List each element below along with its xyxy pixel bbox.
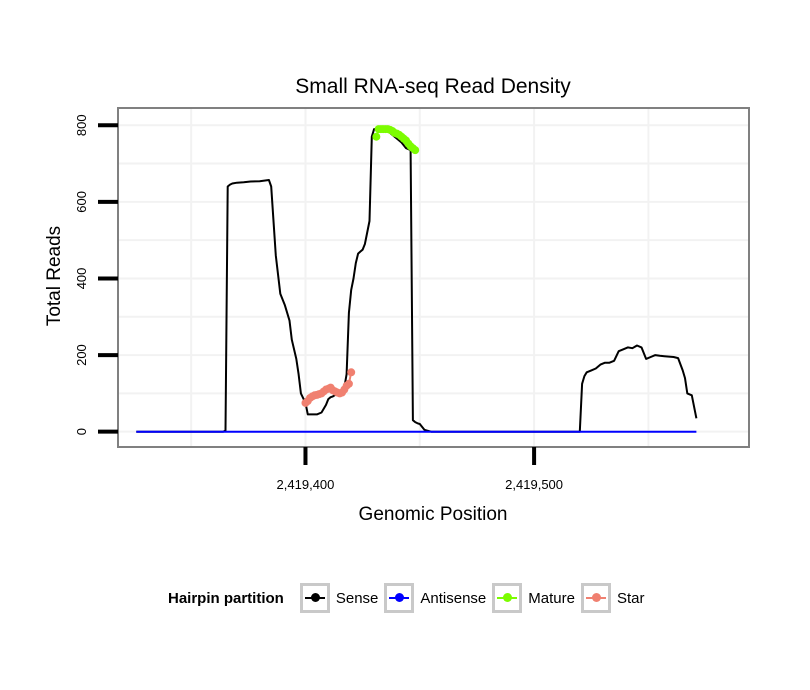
legend-item-mature: Mature	[492, 583, 575, 613]
x-axis-title: Genomic Position	[359, 504, 508, 525]
legend-label-antisense: Antisense	[420, 589, 487, 607]
legend-title: Hairpin partition	[168, 589, 284, 607]
y-tick-label: 600	[74, 191, 89, 213]
data-point-star	[344, 379, 353, 388]
y-tick-label: 200	[74, 344, 89, 366]
y-axis-title: Total Reads	[44, 226, 65, 326]
y-tick-label: 400	[74, 268, 89, 290]
legend-label-star: Star	[616, 589, 645, 607]
grid-lines	[118, 108, 749, 447]
legend-label-sense: Sense	[335, 589, 379, 607]
x-tick-label: 2,419,400	[277, 477, 335, 492]
legend-item-antisense: Antisense	[384, 583, 486, 613]
data-point-mature	[411, 146, 420, 155]
axes: 0 200 400 600 800 2,419,400 2,419,500	[74, 114, 563, 492]
y-tick-label: 800	[74, 114, 89, 136]
legend-key-sense	[299, 583, 330, 613]
legend: Hairpin partition Sense Antisense Mature…	[168, 580, 650, 616]
legend-label-mature: Mature	[528, 589, 575, 607]
y-tick-label: 0	[74, 428, 89, 435]
legend-key-star	[580, 583, 611, 613]
plot-series	[136, 125, 698, 433]
x-tick-label: 2,419,500	[505, 477, 563, 492]
legend-key-antisense	[384, 583, 415, 613]
legend-item-star: Star	[580, 583, 645, 613]
data-point-star	[347, 368, 356, 377]
legend-item-sense: Sense	[299, 583, 379, 613]
chart-title: Small RNA-seq Read Density	[295, 75, 571, 98]
series-line-sense	[136, 128, 698, 433]
data-point-mature	[372, 132, 381, 141]
legend-key-mature	[492, 583, 523, 613]
